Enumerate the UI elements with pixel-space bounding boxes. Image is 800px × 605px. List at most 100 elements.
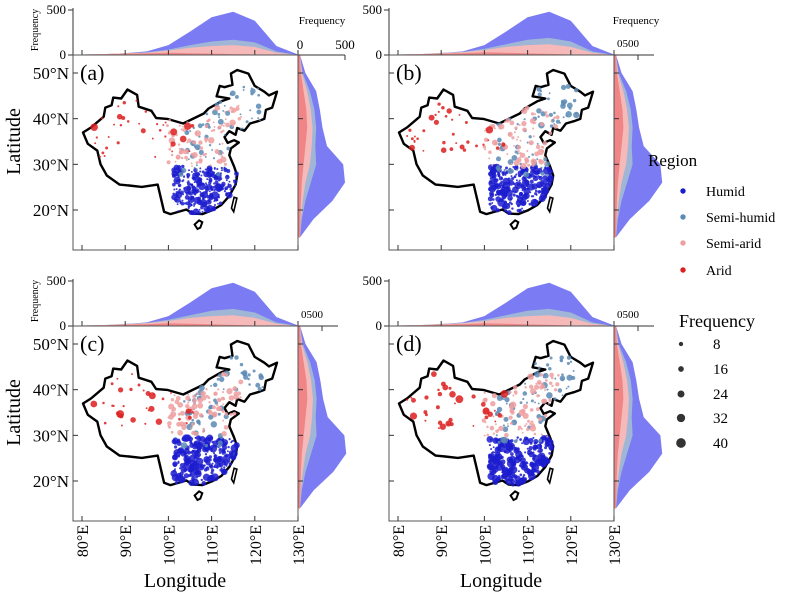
station-point-semi-arid (504, 432, 509, 438)
station-point-semi-humid (256, 87, 259, 90)
station-point-humid (213, 167, 216, 170)
station-point-semi-humid (540, 171, 545, 176)
top-density-arid (398, 323, 614, 326)
station-point-humid (199, 437, 202, 440)
station-point-semi-humid (548, 92, 551, 95)
station-point-semi-humid (223, 413, 229, 420)
station-point-semi-humid (500, 436, 507, 443)
station-point-semi-arid (207, 137, 215, 144)
x-tick-label: 120°E (564, 525, 581, 565)
station-point-humid (518, 464, 521, 467)
station-point-semi-humid (523, 118, 526, 121)
station-point-humid (213, 465, 216, 468)
station-point-humid (185, 191, 190, 196)
station-point-semi-humid (180, 442, 188, 449)
station-point-semi-humid (219, 376, 225, 383)
station-point-semi-humid (537, 115, 540, 118)
station-point-semi-arid (484, 421, 487, 424)
station-point-humid (234, 176, 237, 179)
x-tick-label: 90°E (118, 525, 135, 557)
station-point-humid (189, 440, 193, 444)
station-point-semi-arid (211, 405, 216, 410)
station-point-humid (529, 179, 534, 184)
station-point-semi-arid (178, 149, 184, 155)
station-point-humid (228, 453, 234, 458)
top-marginal-tick-label: 0 (60, 47, 67, 62)
station-point-semi-humid (217, 440, 223, 446)
station-point-arid (487, 139, 490, 142)
station-point-humid (177, 176, 180, 179)
station-point-semi-arid (216, 375, 219, 378)
station-point-semi-humid (548, 366, 552, 371)
station-point-humid (172, 173, 176, 177)
station-point-arid (184, 122, 192, 130)
station-point-semi-arid (516, 138, 518, 141)
station-point-arid (162, 124, 165, 126)
station-point-semi-arid (553, 388, 558, 392)
station-point-semi-arid (191, 151, 198, 159)
station-point-semi-arid (196, 412, 200, 415)
station-point-humid (533, 439, 539, 444)
station-point-semi-humid (573, 111, 580, 119)
station-point-humid (177, 454, 181, 458)
station-point-semi-humid (546, 392, 553, 399)
station-point-humid (505, 166, 508, 170)
station-point-humid (514, 475, 518, 479)
station-point-semi-humid (548, 112, 553, 117)
station-point-humid (530, 469, 535, 474)
station-point-arid (433, 119, 439, 125)
station-point-semi-humid (257, 117, 260, 120)
station-point-humid (219, 468, 223, 472)
station-point-semi-humid (225, 110, 231, 116)
x-tick-label: 80°E (391, 525, 408, 557)
station-point-humid (528, 202, 532, 206)
station-point-humid (516, 208, 521, 213)
station-point-semi-arid (187, 393, 190, 396)
station-point-humid (179, 165, 182, 168)
station-point-humid (197, 441, 200, 445)
panel-d: 500 0 0500 (d) 80°E 90°E 100°E 110°E 120°E 130°E L… (363, 273, 663, 592)
station-point-semi-humid (553, 397, 557, 401)
station-point-humid (182, 193, 185, 196)
station-point-arid (107, 136, 110, 138)
station-point-semi-humid (573, 87, 579, 93)
station-point-semi-humid (239, 127, 242, 130)
station-point-humid (208, 438, 211, 442)
station-point-semi-arid (557, 374, 560, 377)
station-point-semi-humid (523, 171, 530, 178)
station-point-humid (189, 470, 192, 473)
station-point-semi-humid (204, 155, 207, 158)
station-point-humid (532, 444, 538, 450)
station-point-humid (187, 182, 191, 186)
right-marginal-tick-label: 0500 (617, 309, 640, 321)
station-point-semi-humid (559, 375, 566, 382)
station-point-arid (424, 419, 427, 422)
size-legend-marker (678, 341, 684, 347)
station-point-humid (195, 180, 198, 183)
station-point-humid (173, 445, 178, 449)
station-point-humid (518, 195, 521, 199)
station-point-semi-arid (536, 379, 542, 385)
station-point-semi-arid (539, 373, 544, 377)
station-point-semi-arid (176, 156, 180, 160)
station-point-humid (181, 179, 184, 183)
station-point-humid (190, 195, 195, 200)
station-point-humid (494, 459, 497, 462)
station-point-humid (512, 165, 515, 169)
station-point-humid (504, 473, 507, 476)
station-point-humid (195, 435, 202, 441)
station-point-semi-humid (210, 421, 218, 428)
station-point-arid (482, 143, 485, 146)
station-point-humid (178, 188, 182, 191)
station-point-semi-humid (256, 109, 262, 115)
station-point-humid (512, 182, 516, 186)
station-point-humid (184, 202, 187, 205)
station-point-humid (206, 456, 210, 460)
station-point-humid (205, 187, 209, 192)
station-point-semi-humid (211, 148, 214, 151)
right-density-arid (614, 325, 624, 509)
station-point-arid (413, 135, 416, 138)
station-point-semi-arid (528, 140, 534, 146)
station-point-arid (171, 150, 174, 153)
station-point-arid (455, 142, 458, 145)
